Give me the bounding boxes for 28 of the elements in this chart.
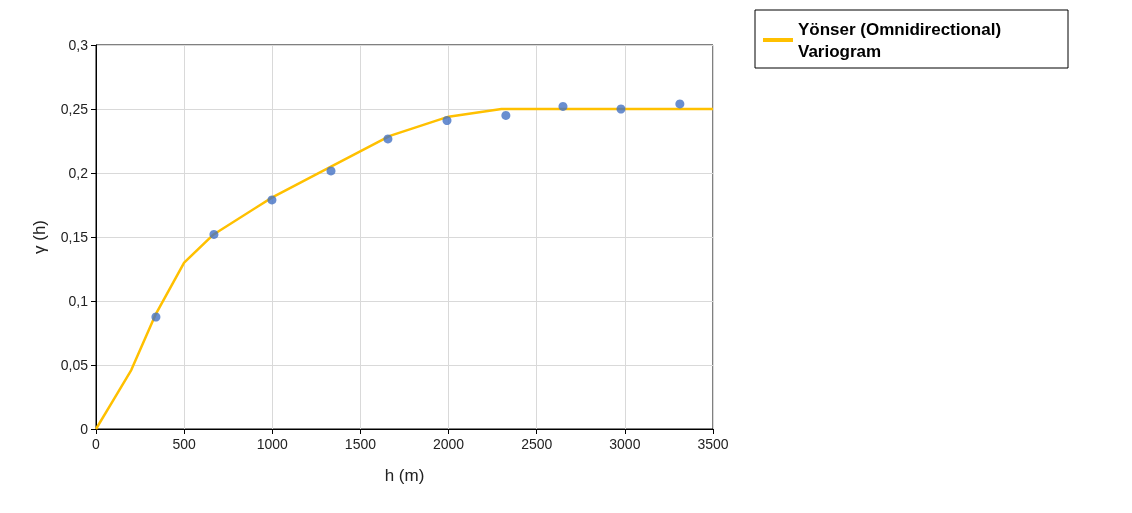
x-tick-label: 3500	[697, 436, 729, 452]
point	[558, 101, 568, 111]
x-tick-label: 1500	[344, 436, 377, 452]
y-tick-label: 0,15	[60, 229, 89, 245]
x-axis-title: h (m)	[384, 466, 425, 485]
y-tick-label: 0,1	[68, 293, 89, 309]
point	[616, 104, 626, 114]
point	[151, 312, 161, 322]
x-tick-label: 2500	[521, 436, 553, 452]
point	[267, 195, 277, 205]
point	[209, 229, 219, 239]
y-tick-label: 0	[80, 421, 89, 437]
x-tick-label: 2000	[432, 436, 465, 452]
point	[501, 110, 511, 120]
x-tick-label: 0	[92, 436, 101, 452]
point	[675, 99, 685, 109]
point	[383, 134, 393, 144]
legend-label: Yönser (Omnidirectional) Variogram	[798, 19, 1006, 61]
y-tick-label: 0,2	[68, 165, 89, 181]
y-tick-label: 0,25	[60, 101, 89, 117]
x-tick-label: 1000	[256, 436, 289, 452]
point	[326, 166, 336, 176]
x-tick-label: 500	[172, 436, 197, 452]
y-axis-title: γ (h)	[30, 220, 49, 254]
x-tick-label: 3000	[609, 436, 641, 452]
y-tick-label: 0,05	[60, 357, 89, 373]
point	[442, 116, 452, 126]
y-tick-label: 0,3	[68, 37, 89, 53]
